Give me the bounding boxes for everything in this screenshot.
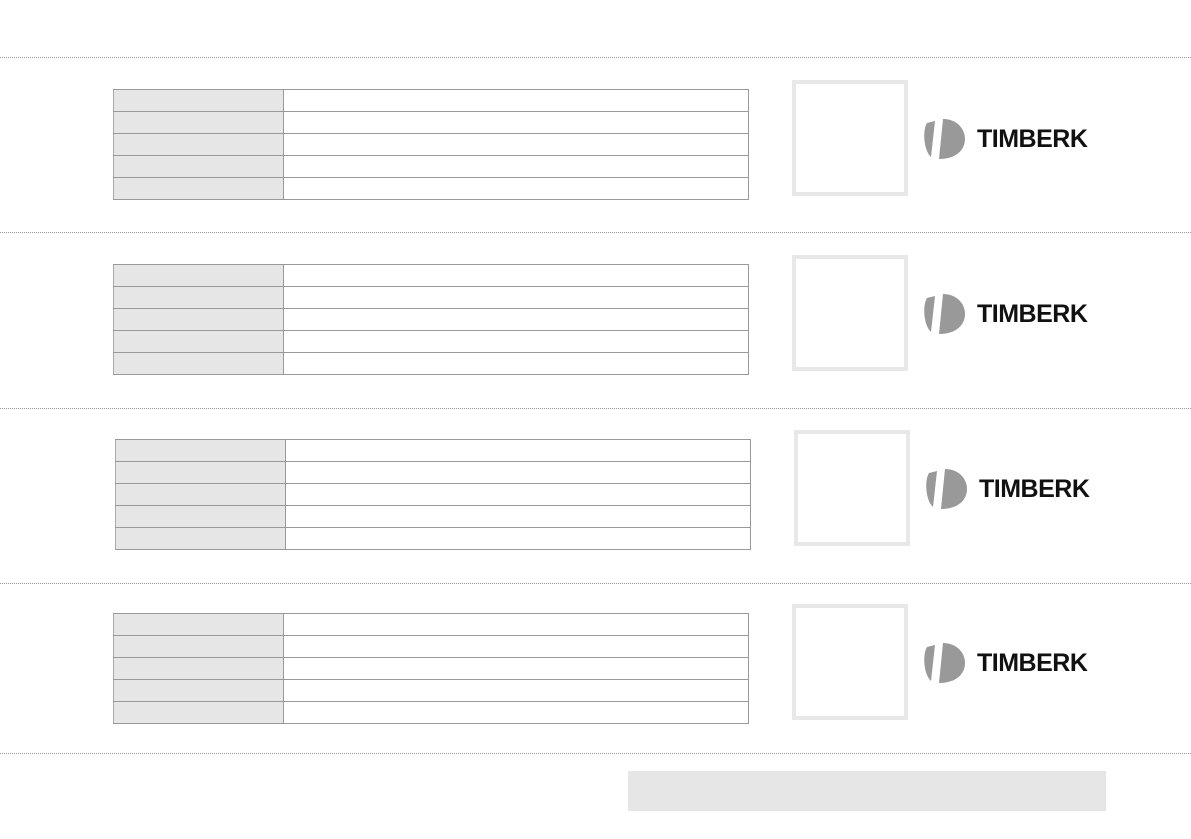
spec-label (113, 89, 284, 112)
product-card: TIMBERK (113, 604, 1113, 773)
logo-mark-icon (924, 643, 965, 683)
spec-table (115, 439, 751, 550)
table-row (115, 483, 751, 506)
product-card: TIMBERK (113, 255, 1113, 424)
table-row (113, 177, 749, 200)
product-card: TIMBERK (115, 430, 1115, 599)
spec-label (115, 461, 286, 484)
spec-label (113, 330, 284, 353)
footer-bar (628, 771, 1106, 811)
spec-label (113, 635, 284, 658)
spec-label (113, 264, 284, 287)
spec-value (285, 505, 751, 528)
spec-table (113, 264, 749, 375)
spec-value (283, 308, 749, 331)
spec-label (113, 111, 284, 134)
table-row (113, 133, 749, 156)
spec-value (283, 177, 749, 200)
spec-value (283, 133, 749, 156)
logo-text: TIMBERK (977, 299, 1088, 328)
table-row (113, 657, 749, 680)
spec-value (283, 89, 749, 112)
product-card: TIMBERK (113, 80, 1113, 249)
spec-table (113, 613, 749, 724)
spec-value (283, 679, 749, 702)
spec-label (113, 352, 284, 375)
dotted-separator (0, 408, 1191, 409)
logo-mark-icon (926, 469, 967, 509)
table-row (115, 505, 751, 528)
table-row (113, 352, 749, 375)
spec-value (283, 701, 749, 724)
spec-label (115, 483, 286, 506)
table-row (115, 461, 751, 484)
spec-label (115, 527, 286, 550)
spec-label (113, 308, 284, 331)
table-row (113, 155, 749, 178)
table-row (113, 330, 749, 353)
spec-value (285, 461, 751, 484)
spec-value (283, 264, 749, 287)
spec-label (113, 613, 284, 636)
product-image-placeholder (794, 430, 910, 546)
spec-label (113, 679, 284, 702)
table-row (113, 111, 749, 134)
spec-label (113, 701, 284, 724)
logo-text: TIMBERK (979, 474, 1090, 503)
spec-table (113, 89, 749, 200)
spec-value (283, 155, 749, 178)
table-row (113, 679, 749, 702)
timberk-logo: TIMBERK (923, 467, 1090, 511)
product-image-placeholder (792, 255, 908, 371)
spec-label (113, 155, 284, 178)
timberk-logo: TIMBERK (921, 292, 1088, 336)
spec-value (285, 439, 751, 462)
spec-value (283, 286, 749, 309)
spec-label (115, 439, 286, 462)
spec-value (283, 330, 749, 353)
spec-value (283, 635, 749, 658)
logo-mark-icon (924, 294, 965, 334)
spec-label (113, 133, 284, 156)
logo-text: TIMBERK (977, 648, 1088, 677)
spec-label (113, 657, 284, 680)
spec-label (113, 177, 284, 200)
dotted-separator (0, 57, 1191, 58)
table-row (115, 439, 751, 462)
table-row (113, 89, 749, 112)
table-row (115, 527, 751, 550)
table-row (113, 635, 749, 658)
product-image-placeholder (792, 604, 908, 720)
table-row (113, 308, 749, 331)
spec-value (285, 527, 751, 550)
spec-value (283, 352, 749, 375)
spec-value (283, 111, 749, 134)
spec-value (283, 613, 749, 636)
dotted-separator (0, 232, 1191, 233)
table-row (113, 613, 749, 636)
dotted-separator (0, 753, 1191, 754)
dotted-separator (0, 583, 1191, 584)
logo-text: TIMBERK (977, 124, 1088, 153)
spec-label (115, 505, 286, 528)
spec-value (283, 657, 749, 680)
product-image-placeholder (792, 80, 908, 196)
table-row (113, 286, 749, 309)
table-row (113, 701, 749, 724)
spec-value (285, 483, 751, 506)
timberk-logo: TIMBERK (921, 641, 1088, 685)
logo-mark-icon (924, 119, 965, 159)
spec-label (113, 286, 284, 309)
table-row (113, 264, 749, 287)
timberk-logo: TIMBERK (921, 117, 1088, 161)
